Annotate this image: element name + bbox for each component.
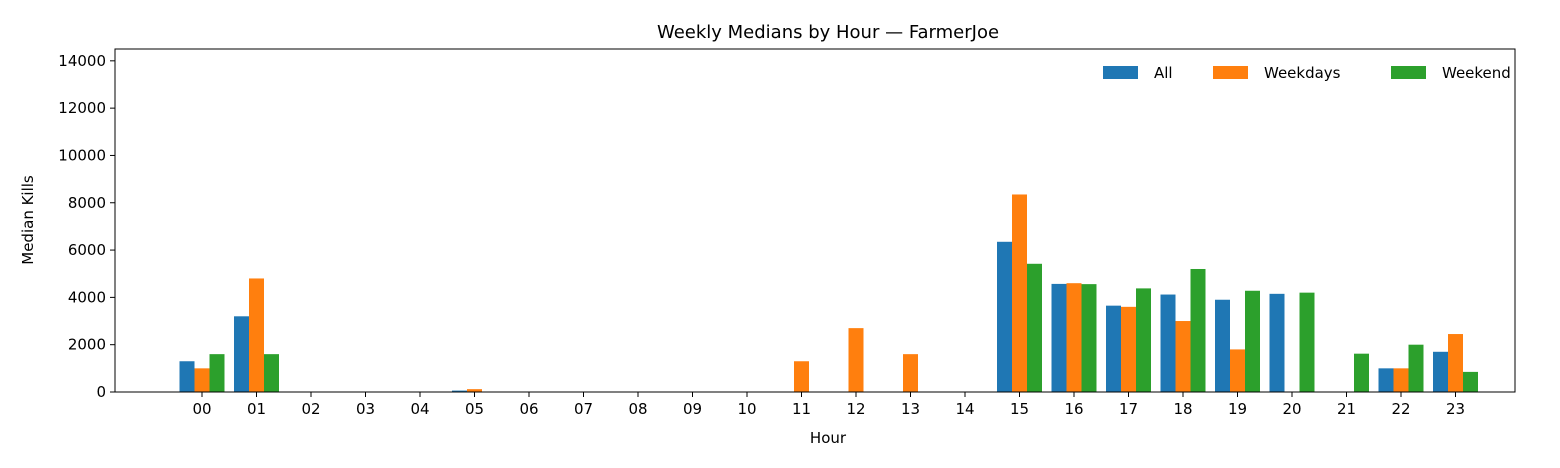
legend-label-all: All — [1154, 64, 1173, 82]
y-axis-label: Median Kills — [19, 175, 37, 265]
bars-group — [179, 194, 1478, 392]
x-axis-label: Hour — [810, 429, 847, 447]
bar-weekend-23 — [1463, 371, 1478, 392]
legend-swatch-all — [1103, 66, 1138, 79]
x-tick-label: 19 — [1228, 400, 1247, 418]
x-tick-label: 09 — [683, 400, 702, 418]
x-tick-label: 12 — [846, 400, 865, 418]
bar-weekend-18 — [1190, 268, 1206, 392]
bar-weekend-20 — [1299, 292, 1315, 392]
bar-all-05 — [452, 390, 467, 392]
bar-all-22 — [1378, 368, 1394, 392]
x-tick-label: 14 — [955, 400, 974, 418]
x-tick-label: 18 — [1173, 400, 1192, 418]
x-tick-label: 00 — [192, 400, 211, 418]
bar-all-18 — [1160, 294, 1176, 392]
x-tick-label: 23 — [1446, 400, 1465, 418]
bar-weekdays-16 — [1066, 283, 1082, 392]
bar-all-20 — [1269, 293, 1285, 392]
legend-swatch-weekend — [1391, 66, 1426, 79]
x-tick-label: 01 — [247, 400, 266, 418]
chart-title: Weekly Medians by Hour — FarmerJoe — [657, 22, 999, 43]
bar-weekdays-05 — [467, 389, 482, 392]
x-tick-label: 06 — [519, 400, 538, 418]
y-tick-label: 12000 — [58, 99, 106, 117]
y-tick-label: 6000 — [68, 241, 106, 259]
bar-weekdays-01 — [249, 278, 264, 392]
bar-weekdays-18 — [1175, 321, 1191, 392]
x-tick-label: 17 — [1119, 400, 1138, 418]
x-tick-label: 08 — [628, 400, 647, 418]
bar-all-15 — [997, 241, 1012, 392]
y-tick-label: 8000 — [68, 194, 106, 212]
y-tick-label: 0 — [96, 383, 106, 401]
x-tick-label: 16 — [1064, 400, 1083, 418]
legend-label-weekdays: Weekdays — [1264, 64, 1341, 82]
bar-weekend-01 — [264, 354, 279, 392]
bar-weekdays-11 — [794, 361, 809, 392]
bar-weekdays-12 — [848, 328, 864, 392]
plot-frame — [114, 48, 1516, 393]
bar-weekend-00 — [209, 354, 225, 392]
x-axis-ticks: 00 01 02 03 04 05 06 07 08 09 10 11 12 13 14 15 16 17 18 19… — [192, 392, 1465, 418]
bar-weekdays-19 — [1230, 349, 1245, 392]
x-tick-label: 13 — [901, 400, 920, 418]
bar-all-00 — [179, 361, 195, 392]
bar-weekend-21 — [1354, 353, 1369, 392]
x-tick-label: 22 — [1391, 400, 1410, 418]
bar-weekend-17 — [1136, 288, 1151, 392]
y-axis-ticks: 0 2000 4000 6000 8000 10000 12000 14000 — [58, 52, 115, 401]
bar-all-01 — [234, 316, 249, 392]
legend-swatch-weekdays — [1213, 66, 1248, 79]
bar-all-17 — [1106, 305, 1121, 392]
bar-weekdays-13 — [903, 354, 918, 392]
y-tick-label: 2000 — [68, 336, 106, 354]
bar-weekdays-17 — [1121, 306, 1136, 392]
x-tick-label: 21 — [1337, 400, 1356, 418]
x-tick-label: 15 — [1010, 400, 1029, 418]
x-tick-label: 10 — [737, 400, 756, 418]
bar-all-19 — [1215, 299, 1230, 392]
bar-weekend-16 — [1081, 284, 1097, 392]
x-tick-label: 03 — [356, 400, 375, 418]
y-tick-label: 10000 — [58, 146, 106, 164]
legend-label-weekend: Weekend — [1442, 64, 1511, 82]
bar-weekdays-22 — [1393, 368, 1409, 392]
y-tick-label: 14000 — [58, 52, 106, 70]
bar-weekdays-15 — [1012, 194, 1027, 392]
x-tick-label: 07 — [574, 400, 593, 418]
bar-weekend-15 — [1027, 263, 1042, 392]
y-tick-label: 4000 — [68, 288, 106, 306]
x-tick-label: 11 — [792, 400, 811, 418]
x-tick-label: 02 — [301, 400, 320, 418]
bar-weekend-19 — [1245, 290, 1260, 392]
x-tick-label: 20 — [1282, 400, 1301, 418]
x-tick-label: 05 — [465, 400, 484, 418]
bar-weekdays-00 — [194, 368, 210, 392]
bar-all-23 — [1433, 351, 1448, 392]
bar-weekend-22 — [1408, 344, 1424, 392]
bar-all-16 — [1051, 283, 1067, 392]
x-tick-label: 04 — [410, 400, 429, 418]
bar-weekdays-23 — [1448, 334, 1463, 392]
legend: All Weekdays Weekend — [1103, 64, 1511, 82]
